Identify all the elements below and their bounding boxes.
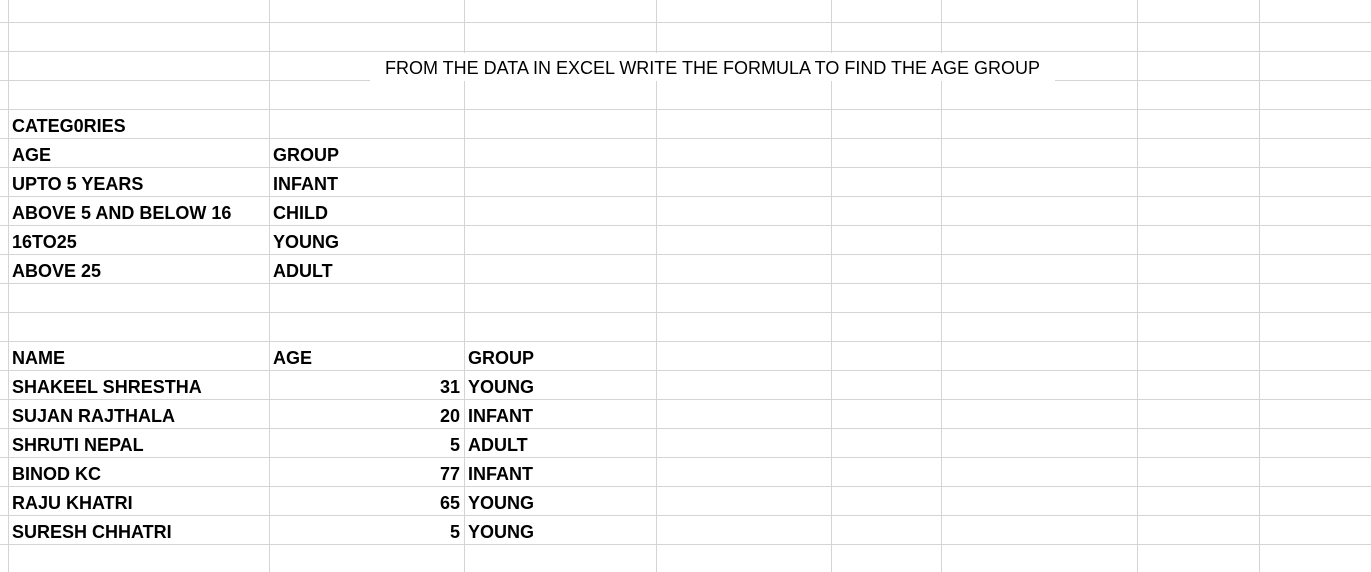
row-gridline — [0, 22, 1371, 23]
categories-group-header[interactable]: GROUP — [273, 145, 340, 165]
row-gridline — [0, 225, 1371, 226]
person-name-cell[interactable]: RAJU KHATRI — [12, 493, 133, 513]
category-age-cell[interactable]: UPTO 5 YEARS — [12, 174, 144, 194]
row-gridline — [0, 399, 1371, 400]
category-age-cell[interactable]: 16TO25 — [12, 232, 77, 252]
people-name-header[interactable]: NAME — [12, 348, 65, 368]
row-gridline — [0, 254, 1371, 255]
column-gridline — [1137, 0, 1138, 572]
person-name-cell[interactable]: SUJAN RAJTHALA — [12, 406, 176, 426]
person-age-cell[interactable]: 5 — [449, 435, 460, 455]
row-gridline — [0, 457, 1371, 458]
categories-age-header[interactable]: AGE — [12, 145, 52, 165]
category-group-cell[interactable]: INFANT — [273, 174, 338, 194]
person-name-cell[interactable]: SHRUTI NEPAL — [12, 435, 144, 455]
row-gridline — [0, 515, 1371, 516]
column-gridline — [464, 0, 465, 572]
person-name-cell[interactable]: SURESH CHHATRI — [12, 522, 172, 542]
category-group-cell[interactable]: ADULT — [273, 261, 333, 281]
column-gridline — [8, 0, 9, 572]
column-gridline — [269, 0, 270, 572]
person-age-cell[interactable]: 5 — [449, 522, 460, 542]
person-group-cell[interactable]: YOUNG — [468, 377, 535, 397]
people-group-header[interactable]: GROUP — [468, 348, 535, 368]
person-group-cell[interactable]: YOUNG — [468, 493, 535, 513]
column-gridline — [1259, 0, 1260, 572]
person-age-cell[interactable]: 20 — [439, 406, 460, 426]
category-group-cell[interactable]: YOUNG — [273, 232, 340, 252]
row-gridline — [0, 138, 1371, 139]
row-gridline — [0, 312, 1371, 313]
category-age-cell[interactable]: ABOVE 5 AND BELOW 16 — [12, 203, 232, 223]
person-age-cell[interactable]: 65 — [439, 493, 460, 513]
person-group-cell[interactable]: ADULT — [468, 435, 528, 455]
column-gridline — [941, 0, 942, 572]
person-group-cell[interactable]: INFANT — [468, 406, 533, 426]
row-gridline — [0, 283, 1371, 284]
category-group-cell[interactable]: CHILD — [273, 203, 328, 223]
category-age-cell[interactable]: ABOVE 25 — [12, 261, 102, 281]
row-gridline — [0, 167, 1371, 168]
person-name-cell[interactable]: BINOD KC — [12, 464, 101, 484]
column-gridline — [656, 0, 657, 572]
person-name-cell[interactable]: SHAKEEL SHRESTHA — [12, 377, 202, 397]
row-gridline — [0, 544, 1371, 545]
row-gridline — [0, 428, 1371, 429]
categories-heading[interactable]: CATEG0RIES — [12, 116, 126, 136]
row-gridline — [0, 341, 1371, 342]
person-age-cell[interactable]: 31 — [439, 377, 460, 397]
row-gridline — [0, 486, 1371, 487]
row-gridline — [0, 109, 1371, 110]
sheet-title[interactable]: FROM THE DATA IN EXCEL WRITE THE FORMULA… — [370, 53, 1055, 81]
people-age-header[interactable]: AGE — [273, 348, 313, 368]
person-age-cell[interactable]: 77 — [439, 464, 460, 484]
person-group-cell[interactable]: INFANT — [468, 464, 533, 484]
row-gridline — [0, 51, 1371, 52]
row-gridline — [0, 370, 1371, 371]
row-gridline — [0, 196, 1371, 197]
person-group-cell[interactable]: YOUNG — [468, 522, 535, 542]
column-gridline — [831, 0, 832, 572]
